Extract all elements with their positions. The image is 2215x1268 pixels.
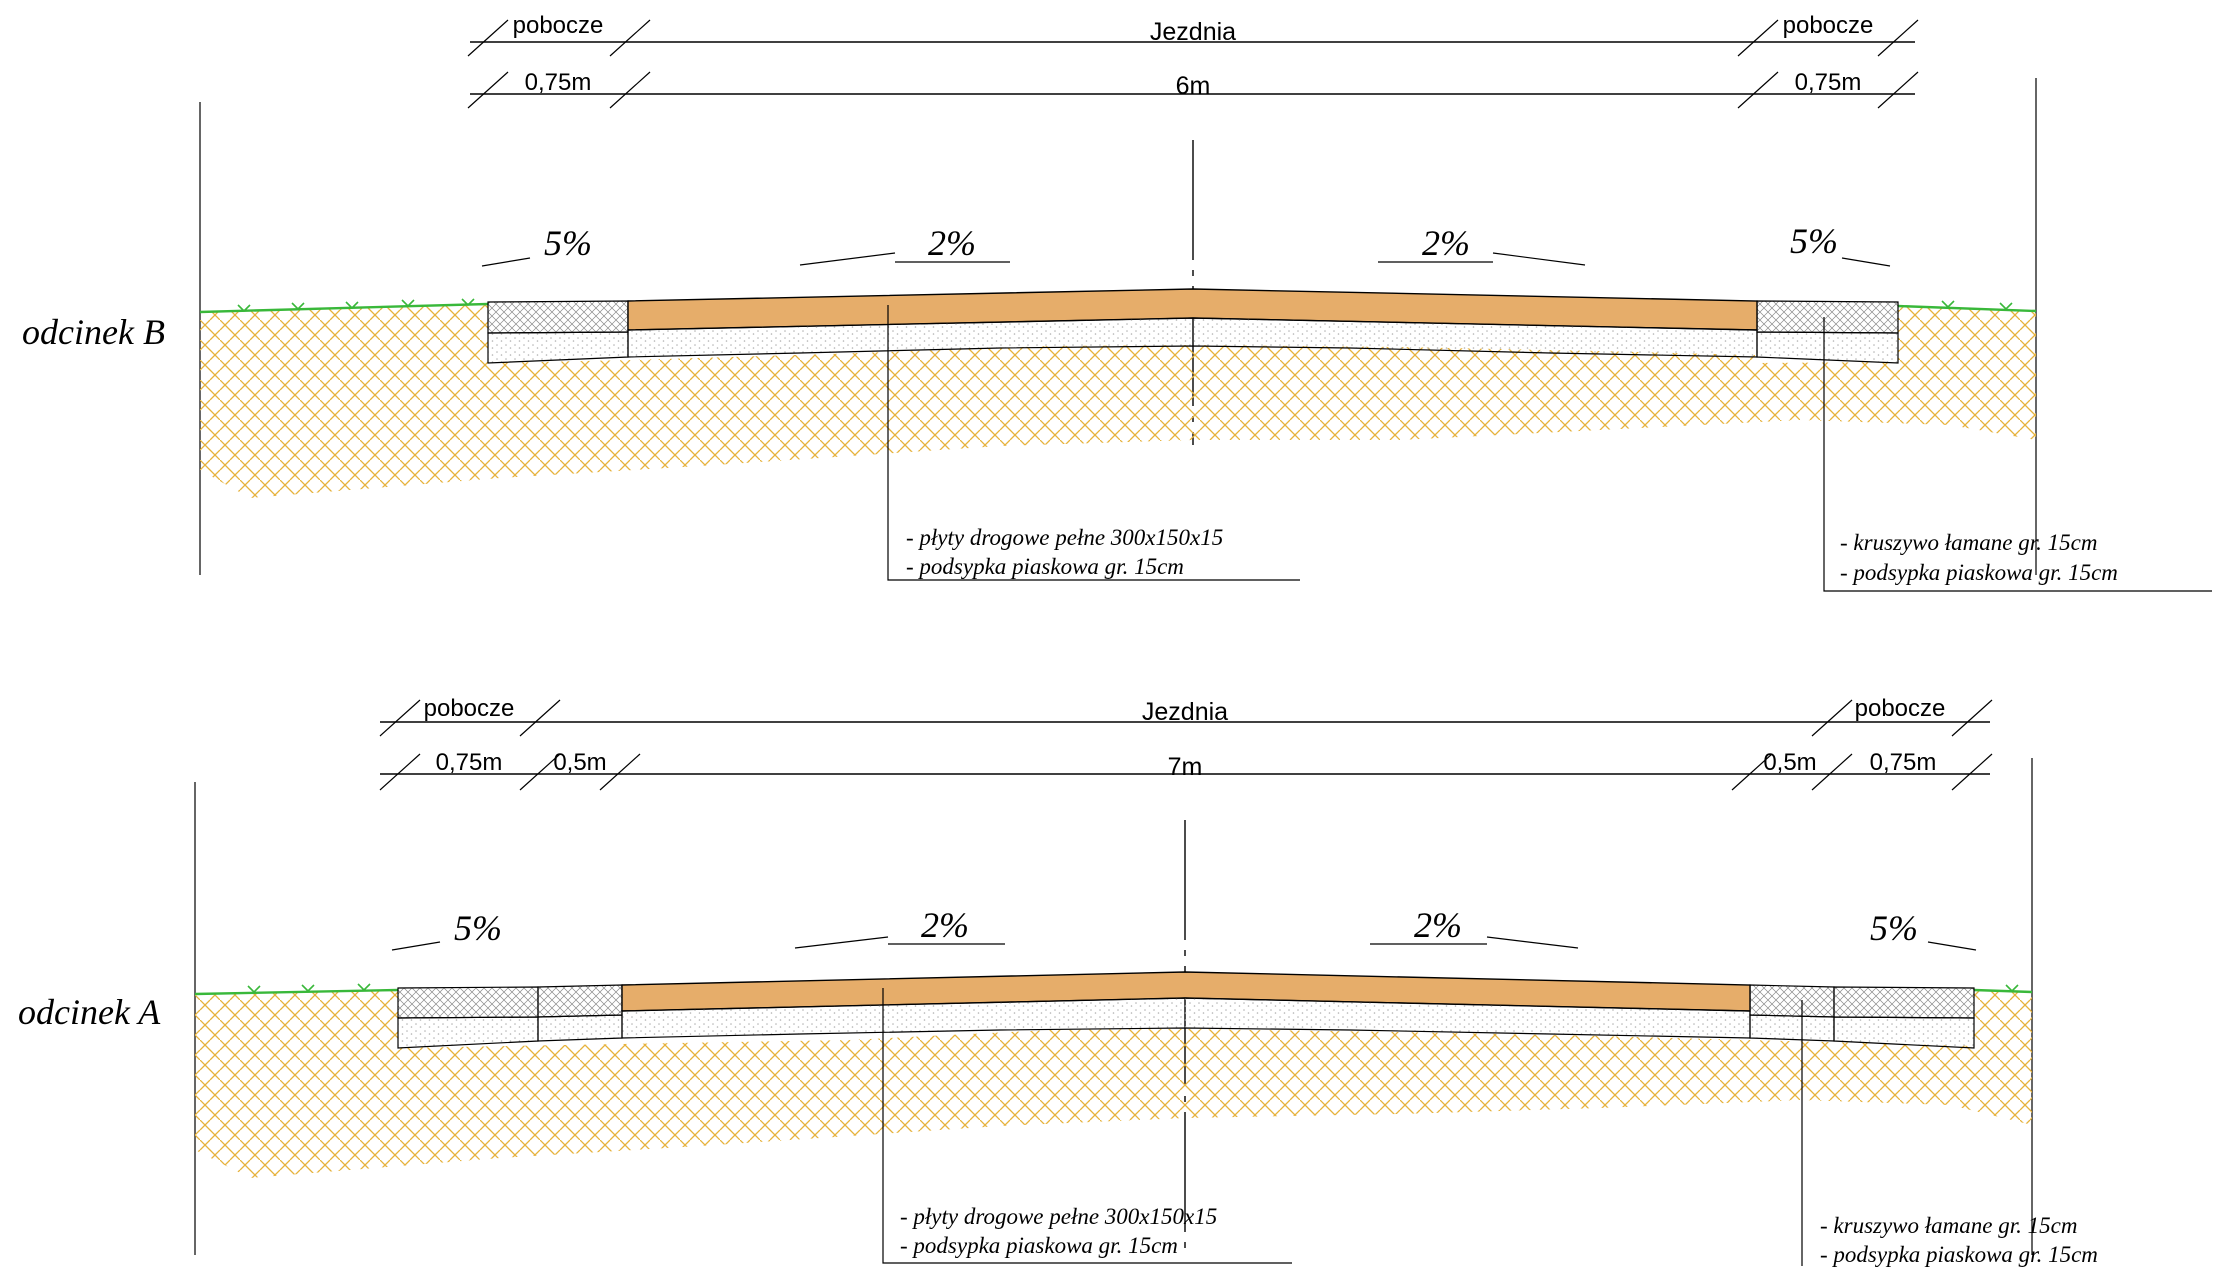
section-b-slopes: 5% 2% 2% 5% xyxy=(481,221,1891,267)
section-a-shoulder-right-label: pobocze xyxy=(1855,695,1946,722)
section-a-slope-arrow xyxy=(1486,936,1579,949)
section-b-slope-arrow xyxy=(799,252,896,266)
section-b-slope-arrow xyxy=(1841,257,1891,267)
section-a-slope-arrow xyxy=(794,936,889,949)
section-a-tick xyxy=(379,753,421,791)
section-a-note-shoulder-1: - kruszywo łamane gr. 15cm xyxy=(1820,1213,2077,1238)
section-b-shoulder-left-aggregate xyxy=(487,300,629,334)
section-a-tick xyxy=(1811,699,1853,737)
section-b-leader-shoulder xyxy=(1823,317,2212,592)
section-a: pobocze Jezdnia pobocze 0,75m 0,5m 7m 0,… xyxy=(18,695,2098,1267)
section-b-tick xyxy=(467,71,509,109)
section-b-dimensions: pobocze Jezdnia pobocze 0,75m 6m 0,75m xyxy=(467,12,1919,109)
section-a-strip-right-aggregate xyxy=(1749,984,1835,1018)
section-b-slope-arrow xyxy=(481,257,531,267)
section-a-note-carriageway-1: - płyty drogowe pełne 300x150x15 xyxy=(900,1204,1217,1229)
section-a-slopes: 5% 2% 2% 5% xyxy=(391,905,1977,951)
section-a-strip-left-aggregate xyxy=(537,984,623,1018)
section-a-slope-arrow xyxy=(1927,941,1977,951)
section-a-strip-left-width: 0,5m xyxy=(553,749,606,776)
section-b-tick xyxy=(609,71,651,109)
section-b-shoulder-right-label: pobocze xyxy=(1783,12,1874,39)
section-a-shoulder-left-aggregate xyxy=(397,986,539,1019)
section-b-shoulder-right-sand xyxy=(1756,331,1899,364)
section-b-tick xyxy=(1737,71,1779,109)
section-a-tick xyxy=(1951,699,1993,737)
section-a-dimensions: pobocze Jezdnia pobocze 0,75m 0,5m 7m 0,… xyxy=(379,695,1993,791)
section-b-shoulder-right-aggregate xyxy=(1756,300,1899,334)
section-a-shoulder-right-sand xyxy=(1833,1016,1975,1049)
section-b-tick xyxy=(609,19,651,57)
section-a-ground-right xyxy=(1973,988,2033,994)
section-b-shoulder-left-width: 0,75m xyxy=(525,69,592,96)
section-a-strip-right-width: 0,5m xyxy=(1763,749,1816,776)
section-a-strip-left-sand xyxy=(537,1014,623,1042)
section-a-tick xyxy=(519,753,561,791)
section-a-leader-carriageway xyxy=(882,988,1292,1264)
section-b-note-shoulder-2: - podsypka piaskowa gr. 15cm xyxy=(1840,560,2118,585)
section-b-grass-marks xyxy=(237,298,2013,313)
section-b-shoulder-left-sand xyxy=(487,331,629,364)
section-a-shoulder-right-aggregate xyxy=(1833,986,1975,1019)
section-b-shoulder-right-width: 0,75m xyxy=(1795,69,1862,96)
section-b-title: odcinek B xyxy=(22,312,165,352)
section-a-grass-marks xyxy=(247,983,2019,994)
section-a-slope-shoulder-right: 5% xyxy=(1870,908,1918,948)
section-a-tick xyxy=(599,753,641,791)
section-a-shoulder-right-width: 0,75m xyxy=(1870,749,1937,776)
section-a-note-shoulder-2: - podsypka piaskowa gr. 15cm xyxy=(1820,1242,2098,1267)
section-b-leader-carriageway xyxy=(887,305,1300,581)
section-b-shoulder-left-label: pobocze xyxy=(513,12,604,39)
section-b-carriageway-width: 6m xyxy=(1176,72,1211,100)
section-a-sand-bedding xyxy=(621,997,1751,1039)
section-b-slope-lane-left: 2% xyxy=(928,223,976,263)
section-b-note-shoulder-1: - kruszywo łamane gr. 15cm xyxy=(1840,530,2097,555)
section-a-carriageway-label: Jezdnia xyxy=(1142,698,1228,726)
section-a-tick xyxy=(1951,753,1993,791)
section-a-title: odcinek A xyxy=(18,992,161,1032)
section-b-tick xyxy=(1877,19,1919,57)
section-b-ground-right xyxy=(1897,304,2037,313)
section-a-tick xyxy=(379,699,421,737)
section-a-shoulder-left-width: 0,75m xyxy=(436,749,503,776)
section-a-subgrade xyxy=(195,990,2032,1178)
section-a-slope-arrow xyxy=(391,941,441,951)
section-a-tick xyxy=(1811,753,1853,791)
section-b-carriageway-label: Jezdnia xyxy=(1150,18,1236,46)
section-b-tick xyxy=(1737,19,1779,57)
section-b-note-carriageway-1: - płyty drogowe pełne 300x150x15 xyxy=(906,525,1223,550)
section-b-slope-shoulder-left: 5% xyxy=(544,223,592,263)
section-a-shoulder-left-sand xyxy=(397,1016,539,1049)
section-a-slope-lane-left: 2% xyxy=(921,905,969,945)
section-a-tick xyxy=(519,699,561,737)
section-b-tick xyxy=(1877,71,1919,109)
section-a-strip-right-sand xyxy=(1749,1014,1835,1042)
section-a-note-carriageway-2: - podsypka piaskowa gr. 15cm xyxy=(900,1233,1178,1258)
section-b-slope-lane-right: 2% xyxy=(1422,223,1470,263)
section-b-ground-left xyxy=(199,302,489,314)
section-b-slope-shoulder-right: 5% xyxy=(1790,221,1838,261)
section-b-sand-bedding xyxy=(627,317,1758,358)
section-b-note-carriageway-2: - podsypka piaskowa gr. 15cm xyxy=(906,554,1184,579)
section-a-shoulder-left-label: pobocze xyxy=(424,695,515,722)
section-b-slope-arrow xyxy=(1492,252,1586,266)
section-a-carriageway-width: 7m xyxy=(1168,753,1203,781)
section-b-tick xyxy=(467,19,509,57)
section-a-slope-shoulder-left: 5% xyxy=(454,908,502,948)
section-b: pobocze Jezdnia pobocze 0,75m 6m 0,75m xyxy=(22,12,2212,592)
section-a-tick xyxy=(1731,753,1773,791)
section-a-slope-lane-right: 2% xyxy=(1414,905,1462,945)
